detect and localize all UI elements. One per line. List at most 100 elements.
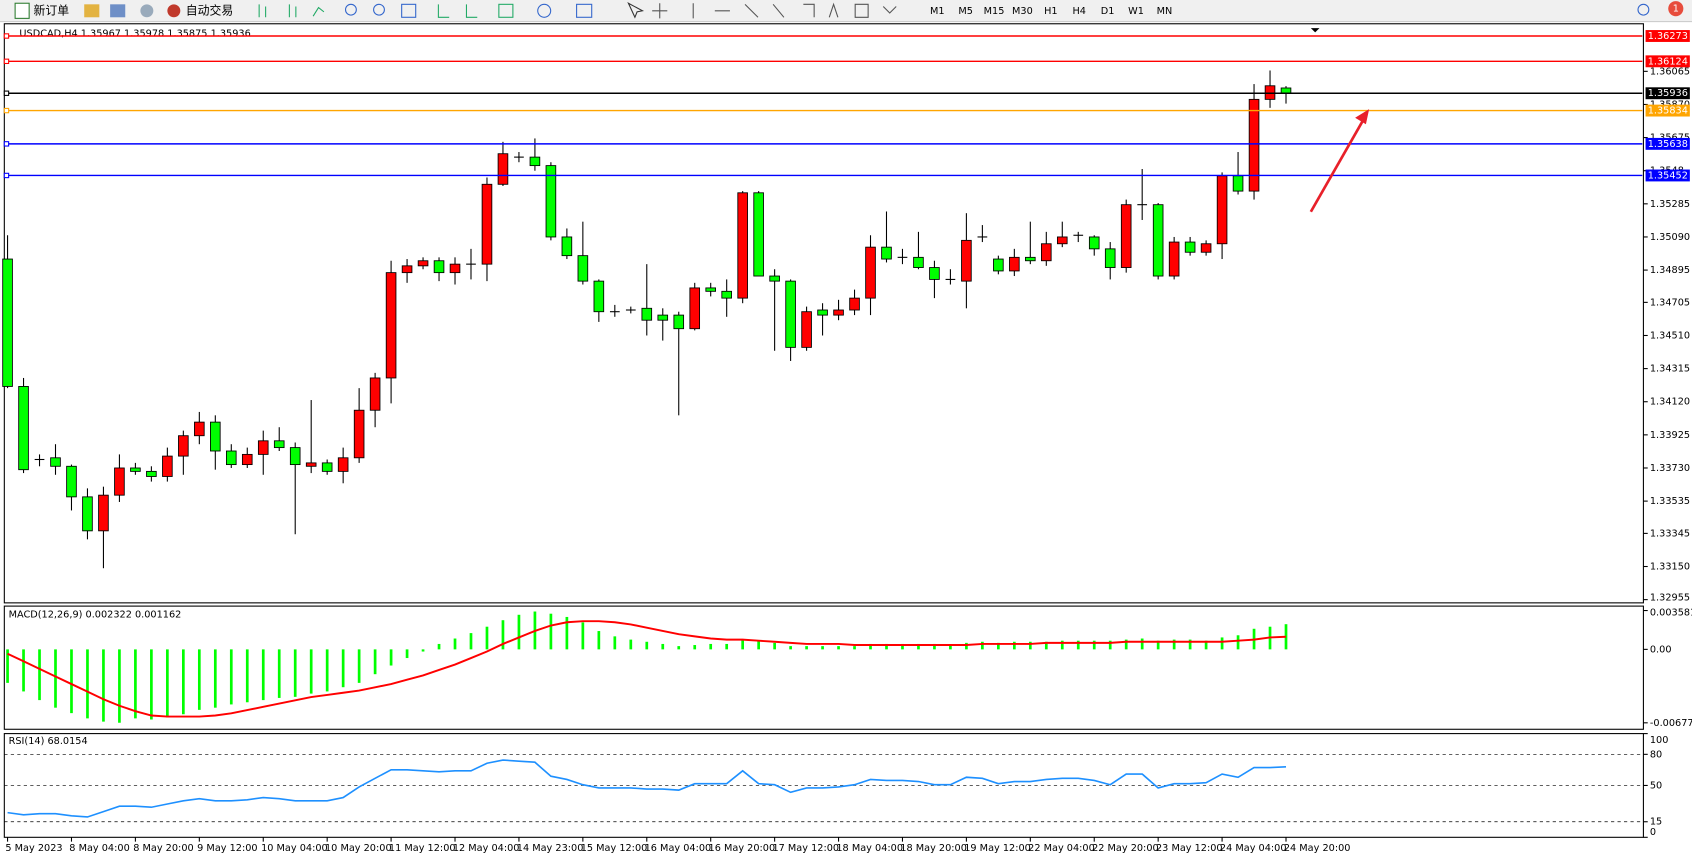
candle-body bbox=[801, 311, 812, 348]
timeframe-button[interactable]: M5 bbox=[958, 6, 973, 17]
candle-body bbox=[881, 246, 892, 260]
y-tick-label: 1.33345 bbox=[1650, 528, 1690, 539]
line-price-label: 1.35834 bbox=[1648, 106, 1688, 117]
timeframe-button[interactable]: W1 bbox=[1128, 6, 1144, 17]
timeframe-button[interactable]: M1 bbox=[930, 6, 945, 17]
line-price-label: 1.36273 bbox=[1648, 31, 1688, 42]
candle-body bbox=[849, 297, 860, 311]
candle-body bbox=[385, 272, 397, 379]
cursor-tool[interactable] bbox=[627, 1, 645, 19]
chart-shift-marker bbox=[1310, 28, 1320, 33]
auto-trading-button[interactable]: 自动交易 bbox=[167, 3, 233, 17]
tool-icon[interactable] bbox=[140, 4, 154, 18]
y-tick-label: 1.34510 bbox=[1650, 330, 1690, 341]
candle-body bbox=[641, 307, 653, 321]
x-tick-label: 8 May 20:00 bbox=[133, 843, 193, 854]
candle-body bbox=[241, 453, 253, 466]
y-tick-label: 1.33150 bbox=[1650, 562, 1690, 573]
tool-icon[interactable] bbox=[344, 3, 357, 16]
x-tick-label: 12 May 04:00 bbox=[453, 843, 520, 854]
candle-body bbox=[593, 280, 605, 313]
tool-icon[interactable] bbox=[110, 4, 126, 18]
x-tick-label: 11 May 12:00 bbox=[389, 843, 456, 854]
timeframe-button[interactable]: M15 bbox=[984, 6, 1005, 17]
tool-icon[interactable] bbox=[576, 3, 593, 18]
line-handle[interactable] bbox=[3, 172, 10, 179]
candle-body bbox=[705, 287, 716, 292]
line-price-box bbox=[1645, 137, 1690, 150]
tool-icon[interactable] bbox=[373, 3, 385, 16]
new-order-button[interactable]: 新订单 bbox=[14, 2, 69, 19]
y-tick-label: 1.34895 bbox=[1650, 265, 1690, 276]
timeframe-button[interactable]: D1 bbox=[1101, 6, 1115, 17]
candle-body bbox=[913, 256, 924, 268]
line-handle[interactable] bbox=[3, 141, 10, 147]
candle-body bbox=[257, 440, 269, 455]
y-tick-label: 1.36065 bbox=[1650, 66, 1690, 77]
annotation-arrow bbox=[1309, 109, 1370, 213]
candle-body bbox=[1041, 243, 1052, 262]
candle-body bbox=[178, 435, 189, 457]
draw-tool[interactable] bbox=[652, 3, 815, 19]
x-tick-label: 17 May 12:00 bbox=[772, 843, 839, 854]
candle-body bbox=[449, 263, 461, 274]
candle-body bbox=[737, 192, 748, 299]
x-tick-label: 10 May 04:00 bbox=[261, 843, 328, 854]
y-tick-label: 80 bbox=[1650, 749, 1662, 760]
x-tick-label: 15 May 12:00 bbox=[581, 843, 648, 854]
candle-body bbox=[210, 421, 221, 452]
candle-body bbox=[497, 153, 509, 185]
search-icon[interactable] bbox=[1637, 3, 1650, 16]
candle-body bbox=[353, 409, 365, 459]
line-handle[interactable] bbox=[3, 107, 10, 114]
new-order-label: 新订单 bbox=[33, 3, 69, 17]
line-price-box bbox=[1645, 104, 1690, 117]
notification-badge bbox=[1668, 1, 1684, 17]
x-tick-label: 22 May 20:00 bbox=[1092, 843, 1159, 854]
line-price-box bbox=[1645, 169, 1690, 182]
new-order-icon bbox=[14, 2, 30, 19]
candle-body bbox=[689, 287, 701, 330]
candle-body bbox=[1168, 241, 1180, 277]
rsi-line bbox=[7, 759, 1287, 818]
line-price-box bbox=[1645, 55, 1690, 68]
timeframe-button[interactable]: H1 bbox=[1044, 6, 1057, 17]
candle-body bbox=[721, 290, 732, 299]
tool-icon[interactable] bbox=[258, 4, 325, 18]
tool-icon[interactable] bbox=[498, 3, 514, 18]
plot: 1.360651.358701.356751.35481.352851.3509… bbox=[2, 30, 1692, 854]
notifications[interactable]: 1 bbox=[1668, 1, 1684, 17]
candle-body bbox=[1184, 241, 1196, 253]
candle-body bbox=[225, 450, 237, 466]
y-tick-label: 1.35090 bbox=[1650, 232, 1690, 243]
timeframe-bar: M1 M5 M15 M30 H1 H4 D1 W1 MN bbox=[930, 6, 1172, 17]
candle-body bbox=[929, 267, 940, 280]
tool-icon[interactable] bbox=[437, 4, 478, 18]
chart-area bbox=[0, 22, 1692, 860]
candle-body bbox=[817, 309, 828, 316]
line-handle[interactable] bbox=[3, 90, 10, 96]
tool-icon[interactable] bbox=[401, 3, 417, 18]
candle-body bbox=[82, 496, 93, 532]
line-price-box bbox=[1645, 87, 1690, 100]
candle-body bbox=[769, 275, 780, 282]
line-price-label: 1.35936 bbox=[1648, 88, 1688, 99]
timeframe-button[interactable]: H4 bbox=[1072, 6, 1085, 17]
arrow-shaft bbox=[1309, 120, 1364, 213]
candle-body bbox=[481, 183, 493, 265]
draw-tool[interactable] bbox=[828, 2, 897, 18]
tool-icon[interactable] bbox=[537, 3, 552, 18]
candle-body bbox=[673, 314, 685, 330]
y-tick-label: 0.00 bbox=[1650, 644, 1672, 655]
y-tick-label: 1.34315 bbox=[1650, 364, 1690, 375]
timeframe-button[interactable]: MN bbox=[1157, 6, 1173, 17]
candle-body bbox=[98, 494, 109, 532]
line-handle[interactable] bbox=[3, 33, 10, 39]
line-handle[interactable] bbox=[3, 58, 10, 65]
line-price-label: 1.35452 bbox=[1648, 170, 1688, 181]
tool-icon[interactable] bbox=[84, 4, 100, 18]
x-tick-label: 18 May 20:00 bbox=[900, 843, 967, 854]
rsi-title: RSI(14) 68.0154 bbox=[9, 736, 88, 747]
timeframe-button[interactable]: M30 bbox=[1012, 6, 1033, 17]
